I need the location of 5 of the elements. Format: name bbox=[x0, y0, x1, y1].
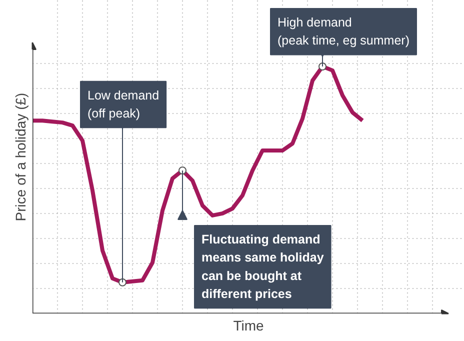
x-axis-title: Time bbox=[233, 318, 264, 334]
annotation: Fluctuating demand means same holiday can be bought at different prices bbox=[202, 232, 324, 302]
annotation: Low demand (off peak) bbox=[88, 88, 160, 121]
text: High demand (peak time, eg summer) bbox=[278, 16, 410, 48]
y-axis-title: Price of a holiday (£) bbox=[12, 92, 28, 222]
